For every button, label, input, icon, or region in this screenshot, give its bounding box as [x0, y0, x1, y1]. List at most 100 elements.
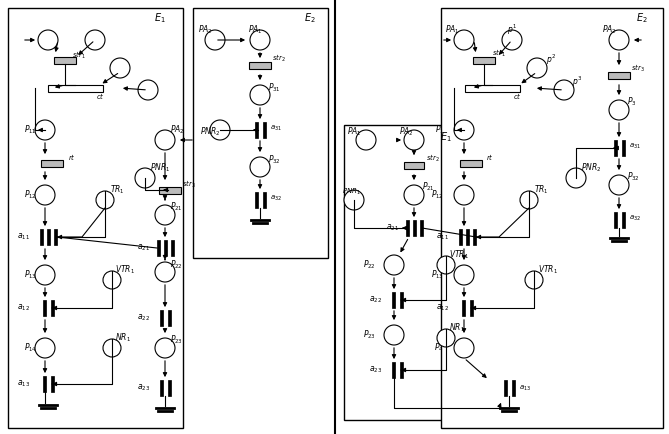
Bar	[613, 212, 617, 228]
Text: $a_{12}$: $a_{12}$	[17, 303, 30, 313]
Bar	[458, 229, 462, 245]
Text: $a_{21}$: $a_{21}$	[137, 243, 150, 253]
Bar	[441, 8, 663, 428]
Circle shape	[454, 185, 474, 205]
Circle shape	[520, 191, 538, 209]
Text: $P_{13}$: $P_{13}$	[431, 269, 444, 281]
Text: $NR_1$: $NR_1$	[449, 322, 465, 334]
Bar	[405, 220, 409, 236]
Bar	[391, 362, 395, 378]
Text: $E_1$: $E_1$	[154, 11, 166, 25]
Text: $str_2$: $str_2$	[426, 152, 440, 164]
Text: $a_{31}$: $a_{31}$	[270, 123, 282, 133]
Text: $P_{31}$: $P_{31}$	[268, 82, 281, 94]
Bar	[399, 362, 403, 378]
Text: $PNR_1$: $PNR_1$	[150, 162, 171, 174]
Circle shape	[205, 30, 225, 50]
Text: $P_{22}$: $P_{22}$	[363, 259, 376, 271]
Text: $ct$: $ct$	[96, 91, 104, 101]
Text: $P_{21}$: $P_{21}$	[422, 181, 435, 193]
Text: $str_1$: $str_1$	[72, 49, 86, 61]
Text: $PA_1$: $PA_1$	[248, 24, 262, 36]
Text: $a_{13}$: $a_{13}$	[17, 379, 30, 389]
Text: $a_{22}$: $a_{22}$	[369, 295, 382, 305]
Text: $a_{23}$: $a_{23}$	[369, 365, 382, 375]
Circle shape	[454, 120, 474, 140]
Text: $E_2$: $E_2$	[304, 11, 316, 25]
Text: $p^1$: $p^1$	[507, 23, 517, 37]
Text: $VTR_1$: $VTR_1$	[538, 264, 558, 276]
Circle shape	[135, 168, 155, 188]
Circle shape	[110, 58, 130, 78]
Circle shape	[35, 185, 55, 205]
Text: $P_{23}$: $P_{23}$	[363, 329, 376, 341]
Circle shape	[554, 80, 574, 100]
Text: $P_{12}$: $P_{12}$	[24, 189, 37, 201]
Text: $ct$: $ct$	[512, 91, 521, 101]
Bar	[159, 187, 181, 194]
Text: $P_{32}$: $P_{32}$	[268, 154, 281, 166]
Bar	[419, 220, 423, 236]
Bar	[171, 240, 173, 256]
Circle shape	[344, 190, 364, 210]
Bar	[512, 380, 514, 396]
Bar	[466, 229, 468, 245]
Bar	[43, 300, 45, 316]
Text: $a_{12}$: $a_{12}$	[436, 303, 449, 313]
Text: $a_{11}$: $a_{11}$	[436, 232, 449, 242]
Circle shape	[437, 256, 455, 274]
Circle shape	[566, 168, 586, 188]
Text: $P_{12}$: $P_{12}$	[431, 189, 444, 201]
Bar	[43, 376, 45, 392]
Bar	[167, 380, 171, 396]
Text: $TR_1$: $TR_1$	[110, 184, 125, 196]
Bar	[8, 8, 183, 428]
Circle shape	[250, 85, 270, 105]
Circle shape	[609, 30, 629, 50]
Text: $a_{21}$: $a_{21}$	[386, 223, 399, 233]
Text: $str_2$: $str_2$	[272, 53, 286, 64]
Text: $PA_2$: $PA_2$	[399, 126, 413, 138]
Text: $str_3$: $str_3$	[182, 178, 196, 190]
Text: $a_{13}$: $a_{13}$	[519, 383, 531, 393]
Bar	[254, 192, 258, 208]
Circle shape	[85, 30, 105, 50]
Circle shape	[609, 175, 629, 195]
Bar	[249, 62, 271, 69]
Circle shape	[38, 30, 58, 50]
Bar	[473, 56, 495, 63]
Text: $p^3$: $p^3$	[572, 75, 582, 89]
Text: $PNR_2$: $PNR_2$	[581, 162, 601, 174]
Bar	[159, 310, 163, 326]
Text: $a_{32}$: $a_{32}$	[270, 194, 282, 203]
Text: $a_{23}$: $a_{23}$	[137, 383, 150, 393]
Bar	[262, 122, 266, 138]
Text: $P_{32}$: $P_{32}$	[627, 171, 640, 183]
Bar	[50, 376, 54, 392]
Text: $PA_1$: $PA_1$	[445, 24, 460, 36]
Bar	[193, 8, 328, 258]
Bar	[163, 240, 167, 256]
Text: $E_1$: $E_1$	[440, 130, 452, 144]
Text: $a_{11}$: $a_{11}$	[17, 232, 30, 242]
Circle shape	[250, 157, 270, 177]
Circle shape	[356, 130, 376, 150]
Bar	[344, 125, 474, 420]
Bar	[157, 240, 159, 256]
Circle shape	[103, 339, 121, 357]
Circle shape	[103, 271, 121, 289]
Bar	[41, 160, 63, 167]
Circle shape	[527, 58, 547, 78]
Text: $rt$: $rt$	[486, 152, 494, 162]
Circle shape	[609, 100, 629, 120]
Circle shape	[384, 325, 404, 345]
Text: $rt$: $rt$	[68, 152, 76, 162]
Bar	[159, 380, 163, 396]
Text: $PNR_2$: $PNR_2$	[200, 126, 221, 138]
Circle shape	[35, 265, 55, 285]
Circle shape	[155, 130, 175, 150]
Circle shape	[404, 130, 424, 150]
Bar	[462, 300, 464, 316]
Bar	[470, 300, 472, 316]
Circle shape	[454, 30, 474, 50]
